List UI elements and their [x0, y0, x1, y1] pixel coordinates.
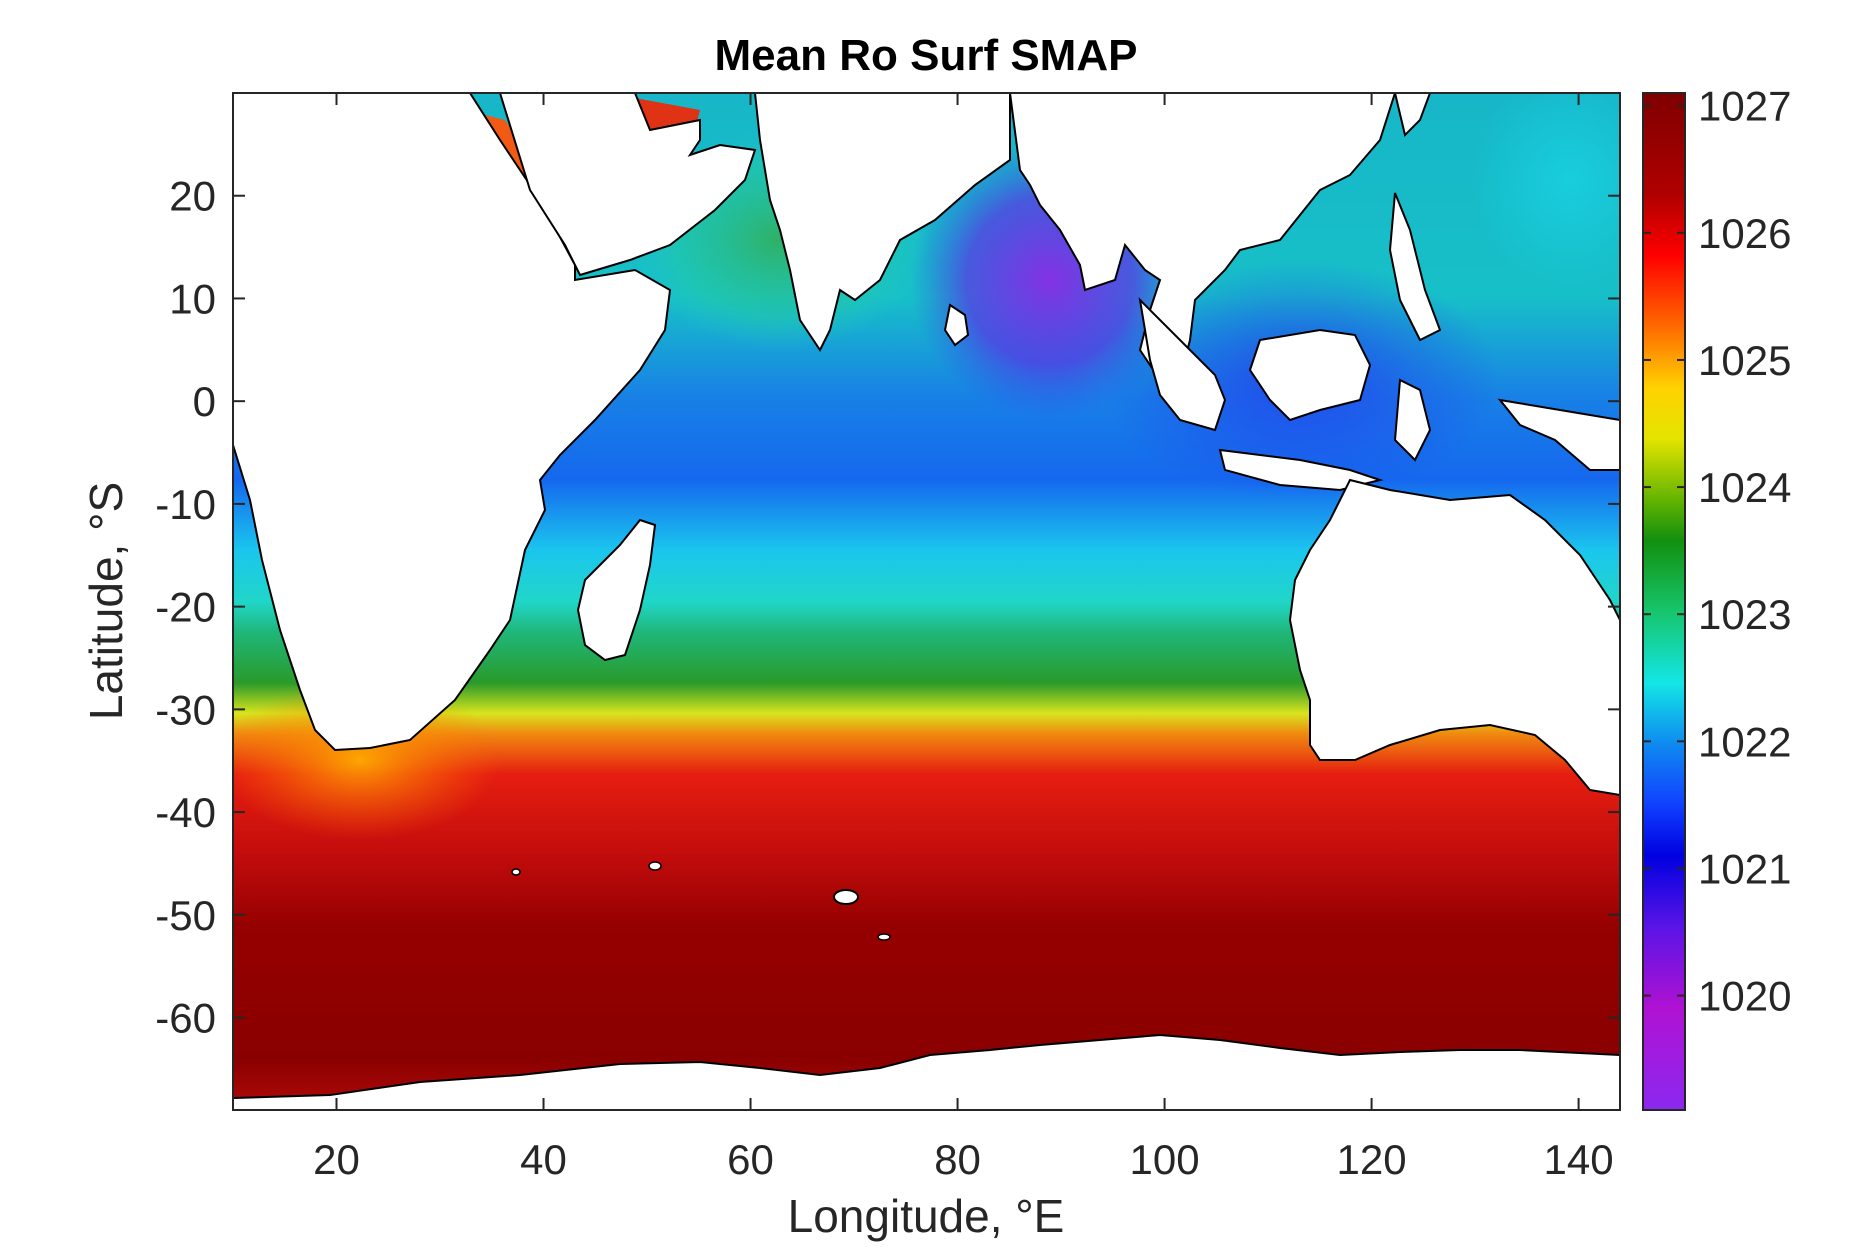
- colorbar-tick-label: 1021: [1698, 845, 1791, 892]
- colorbar: [1642, 92, 1686, 1111]
- y-tick-label: 10: [169, 275, 216, 322]
- colorbar-tick-label: 1022: [1698, 718, 1791, 765]
- plot-frame: [232, 92, 1621, 1111]
- x-tick-label: 80: [934, 1136, 981, 1183]
- x-tick-label: 120: [1337, 1136, 1407, 1183]
- crozet-island: [648, 861, 662, 871]
- colorbar-tick-label: 1024: [1698, 464, 1791, 511]
- y-tick-label: -20: [155, 584, 216, 631]
- x-tick-label: 100: [1130, 1136, 1200, 1183]
- y-tick-label: -40: [155, 789, 216, 836]
- x-axis-label: Longitude, °E: [788, 1190, 1065, 1242]
- colorbar-tick-label: 1026: [1698, 210, 1791, 257]
- colorbar-tick-label: 1025: [1698, 337, 1791, 384]
- colorbar-tick-label: 1023: [1698, 591, 1791, 638]
- sri-lanka-land: [943, 303, 970, 347]
- heard-island: [877, 933, 891, 941]
- y-tick-label: 0: [193, 378, 216, 425]
- philippines-land: [1388, 192, 1442, 342]
- arabia-land: [498, 93, 757, 277]
- y-tick-label: -10: [155, 481, 216, 528]
- y-tick-label: -60: [155, 995, 216, 1042]
- x-axis: 20 40 60 80 100 120 140: [313, 93, 1614, 1183]
- kerguelen-island: [833, 889, 859, 905]
- taiwan-land: [1393, 93, 1432, 137]
- pacific-cyan: [1470, 93, 1620, 290]
- africa-land: [233, 93, 672, 752]
- se-asia-land: [1008, 93, 1397, 381]
- prince-edward-island: [511, 868, 521, 876]
- new-guinea-land: [1497, 398, 1620, 471]
- colorbar-tick-label: 1020: [1698, 973, 1791, 1020]
- sumatra-land: [1138, 297, 1227, 432]
- plot-area: [233, 93, 1620, 1110]
- madagascar-land: [576, 518, 657, 662]
- india-land: [753, 93, 1011, 352]
- sulawesi-land: [1393, 378, 1432, 462]
- australia-land: [1288, 478, 1620, 797]
- x-tick-label: 40: [520, 1136, 567, 1183]
- x-tick-label: 60: [727, 1136, 774, 1183]
- y-axis: 20 10 0 -10 -20 -30 -40 -50 -60: [155, 173, 1620, 1042]
- y-axis-label: Latitude, °S: [80, 482, 132, 720]
- colorbar-ticks: 1027 1026 1025 1024 1023 1022 1021 1020: [1643, 83, 1791, 1020]
- y-tick-label: 20: [169, 173, 216, 220]
- x-tick-label: 20: [313, 1136, 360, 1183]
- chart-title: Mean Ro Surf SMAP: [715, 31, 1138, 80]
- colorbar-tick-label: 1027: [1698, 83, 1791, 130]
- y-tick-label: -30: [155, 686, 216, 733]
- antarctica-land: [233, 1033, 1620, 1110]
- y-tick-label: -50: [155, 892, 216, 939]
- borneo-land: [1248, 328, 1372, 422]
- x-tick-label: 140: [1544, 1136, 1614, 1183]
